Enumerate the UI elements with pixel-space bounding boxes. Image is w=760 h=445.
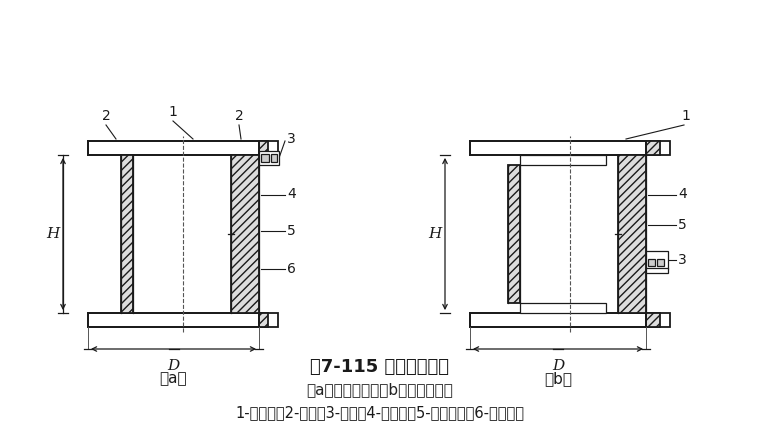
Polygon shape [231,155,259,313]
Polygon shape [618,155,646,313]
Text: 3: 3 [678,253,687,267]
Text: 4: 4 [287,187,296,202]
Text: 图7-115 锤击力传感器: 图7-115 锤击力传感器 [311,358,449,376]
Polygon shape [520,155,606,165]
Text: 1: 1 [682,109,690,123]
Polygon shape [646,313,660,327]
Polygon shape [259,141,268,155]
Text: （a）用于帽上；（b）用于垫木上: （a）用于帽上；（b）用于垫木上 [306,383,454,397]
Text: 4: 4 [678,187,687,202]
Text: 6: 6 [287,262,296,276]
Polygon shape [259,151,279,165]
Polygon shape [648,259,655,266]
Text: H: H [429,227,442,241]
Polygon shape [657,259,664,266]
Text: （a）: （a） [160,371,187,386]
Text: H: H [46,227,59,241]
Text: 5: 5 [287,224,296,238]
Text: （b）: （b） [544,371,572,386]
Polygon shape [88,313,278,327]
Polygon shape [271,154,277,162]
Text: 1: 1 [169,105,177,119]
Polygon shape [259,313,268,327]
Polygon shape [261,154,269,162]
Text: 3: 3 [287,132,296,146]
Polygon shape [470,313,670,327]
Text: D: D [552,359,564,373]
Text: 5: 5 [678,218,687,231]
Polygon shape [508,165,520,303]
Polygon shape [646,141,660,155]
Text: D: D [167,359,179,373]
Text: 2: 2 [235,109,243,123]
Polygon shape [520,303,606,313]
Text: 2: 2 [102,109,110,123]
Polygon shape [121,155,133,313]
Polygon shape [88,141,278,155]
Polygon shape [646,251,668,269]
Polygon shape [470,141,670,155]
Text: 1-法兰盘；2-盖板；3-插座；4-电阻片；5-弹性元件；6-防水胶片: 1-法兰盘；2-盖板；3-插座；4-电阻片；5-弹性元件；6-防水胶片 [236,405,524,421]
Polygon shape [646,268,668,273]
